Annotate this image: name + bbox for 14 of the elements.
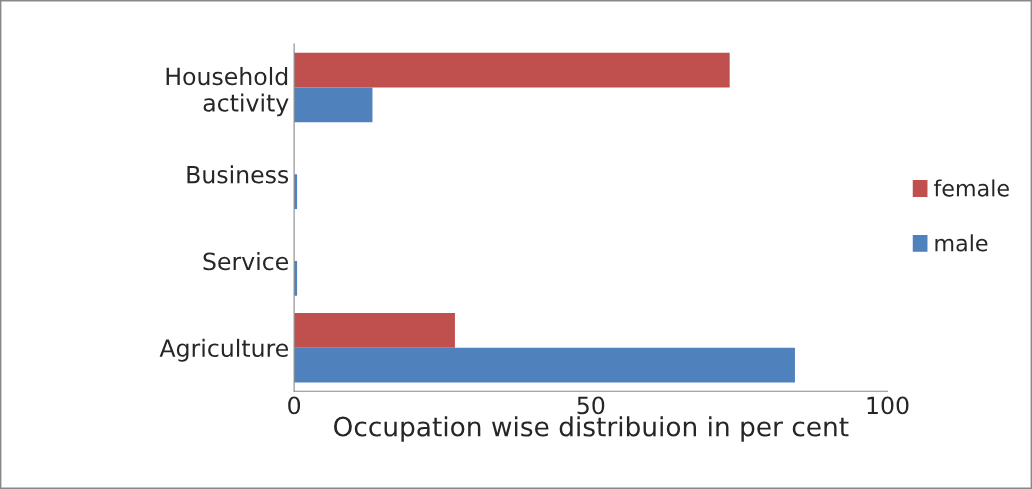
y-tick-label: Agriculture <box>159 338 288 362</box>
bar <box>294 87 373 123</box>
x-tick-label: 100 <box>867 396 909 415</box>
x-tick-label: 0 <box>288 396 301 415</box>
bar <box>294 52 730 88</box>
x-tick-label: 50 <box>577 396 605 415</box>
bar <box>294 313 455 348</box>
legend-label: male <box>935 234 988 252</box>
legend-label: female <box>933 179 1009 197</box>
y-tick-label: Household activity <box>166 67 289 117</box>
y-tick-label: Service <box>203 252 288 271</box>
x-axis-title: Occupation wise distribuion in per cent <box>334 416 849 442</box>
bar <box>294 347 795 383</box>
y-tick-label: Business <box>187 165 289 184</box>
